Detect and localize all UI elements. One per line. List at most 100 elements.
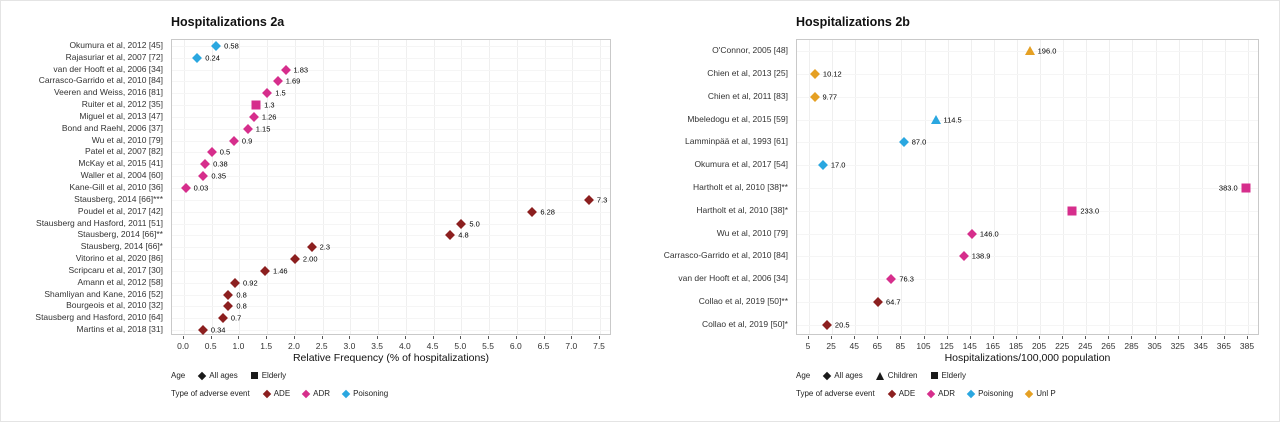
h-gridline <box>172 116 610 118</box>
x-tick-label: 5.0 <box>454 341 467 351</box>
h-gridline <box>172 330 610 332</box>
x-tick-label: 0.5 <box>204 341 217 351</box>
value-label: 0.5 <box>219 147 231 157</box>
chart-panel-2a: Hospitalizations 2a 0.58 0.24 1.83 1.69 1.5 1… <box>29 7 644 417</box>
v-gridline <box>878 40 880 334</box>
v-gridline <box>901 40 903 334</box>
y-axis-label: Rajasuriar et al, 2007 [72] <box>65 51 163 62</box>
h-gridline <box>797 96 1258 98</box>
v-gridline <box>572 40 574 334</box>
v-gridline <box>993 40 995 334</box>
data-point-diamond <box>206 147 217 158</box>
legend-item-children: Children <box>875 371 918 380</box>
data-point-diamond <box>886 274 897 285</box>
value-label: 0.24 <box>205 53 220 62</box>
x-tick-mark <box>923 336 925 339</box>
legend-item-adr: ADR <box>926 389 955 398</box>
data-point-diamond <box>223 301 234 312</box>
y-axis-label: Stausberg and Hasford, 2011 [51] <box>36 217 163 228</box>
legend-row-age: Age All ages Children Elderly <box>796 371 1056 380</box>
h-gridline <box>172 282 610 284</box>
x-tick-label: 205 <box>1031 341 1047 351</box>
legend-2a: Age All ages Elderly Type of adverse event A… <box>171 371 388 398</box>
legend-item-all-ages: All ages <box>822 371 863 380</box>
unl-p-legend-marker-icon <box>1024 389 1034 398</box>
y-axis-label: Chien et al, 2011 [83] <box>707 90 788 101</box>
x-tick-label: 1.5 <box>260 341 273 351</box>
v-gridline <box>832 40 834 334</box>
legend-item-adr: ADR <box>301 389 330 398</box>
v-gridline <box>489 40 491 334</box>
x-tick-mark <box>349 336 351 339</box>
v-gridline <box>600 40 601 334</box>
x-tick-mark <box>377 336 379 339</box>
h-gridline <box>172 45 610 47</box>
value-label: 64.7 <box>885 297 901 307</box>
h-gridline <box>172 318 610 320</box>
data-point-diamond <box>809 91 820 102</box>
elderly-legend-marker-icon <box>250 372 258 379</box>
y-axis-label: Chien et al, 2013 [25] <box>707 67 788 78</box>
poisoning-legend-marker-icon <box>966 389 976 398</box>
x-tick-mark <box>877 336 879 339</box>
x-tick-label: 25 <box>826 341 836 351</box>
data-point-diamond <box>821 319 832 330</box>
x-tick-mark <box>404 336 406 339</box>
value-label: 0.34 <box>210 325 226 335</box>
value-label: 4.8 <box>458 230 469 240</box>
x-tick-label: 345 <box>1193 341 1208 351</box>
v-gridline <box>970 40 972 334</box>
value-label: 20.5 <box>834 319 850 329</box>
h-gridline <box>172 259 610 261</box>
legend-item-unl-p: Unl P <box>1024 389 1056 398</box>
x-tick-label: 7.0 <box>565 341 578 351</box>
x-tick-label: 6.0 <box>509 341 522 351</box>
legend-label: Elderly <box>261 371 287 380</box>
value-label: 0.8 <box>236 289 247 299</box>
legend-label: All ages <box>209 371 238 380</box>
value-label: 0.03 <box>193 183 209 193</box>
x-tick-label: 1.0 <box>232 341 245 351</box>
x-tick-mark <box>1039 336 1041 339</box>
value-label: 10.12 <box>822 69 842 79</box>
x-tick-mark <box>432 336 434 339</box>
x-tick-mark <box>1085 336 1087 339</box>
x-tick-label: 45 <box>849 341 859 351</box>
x-tick-mark <box>238 336 240 339</box>
value-label: 2.00 <box>302 254 318 264</box>
data-point-diamond <box>262 88 273 99</box>
legend-row-age: Age All ages Elderly <box>171 371 388 380</box>
x-tick-label: 65 <box>872 341 883 351</box>
x-tick-label: 6.5 <box>537 341 550 351</box>
v-gridline <box>433 40 435 334</box>
x-tick-mark <box>599 336 600 339</box>
value-label: 196.0 <box>1037 46 1057 56</box>
value-label: 0.8 <box>236 301 247 311</box>
v-gridline <box>1178 40 1180 334</box>
y-axis-label: Mbeledogu et al, 2015 [59] <box>687 113 788 124</box>
chart-title-2a: Hospitalizations 2a <box>171 15 285 29</box>
y-axis-label: Stausberg, 2014 [66]* <box>80 240 163 251</box>
x-tick-mark <box>293 336 295 339</box>
h-gridline <box>172 294 610 296</box>
h-gridline <box>172 152 610 154</box>
v-gridline <box>1063 40 1065 334</box>
value-label: 1.5 <box>275 88 286 98</box>
x-tick-mark <box>515 336 517 339</box>
adr-legend-marker-icon <box>926 389 936 398</box>
x-tick-mark <box>1131 336 1133 339</box>
legend-row-event-type: Type of adverse event ADE ADR Poisoning Unl … <box>796 389 1056 398</box>
h-gridline <box>797 301 1258 303</box>
x-tick-label: 7.5 <box>593 341 605 351</box>
h-gridline <box>797 279 1258 281</box>
y-axis-label: McKay et al, 2015 [41] <box>78 158 163 169</box>
x-tick-label: 185 <box>1008 341 1024 351</box>
adr-legend-marker-icon <box>301 389 311 398</box>
y-axis-label: Waller et al, 2004 [60] <box>80 169 163 180</box>
data-point-square <box>251 100 261 110</box>
x-tick-mark <box>266 336 268 339</box>
x-tick-mark <box>1062 336 1064 339</box>
data-point-diamond <box>217 313 228 324</box>
x-tick-mark <box>1154 336 1156 339</box>
